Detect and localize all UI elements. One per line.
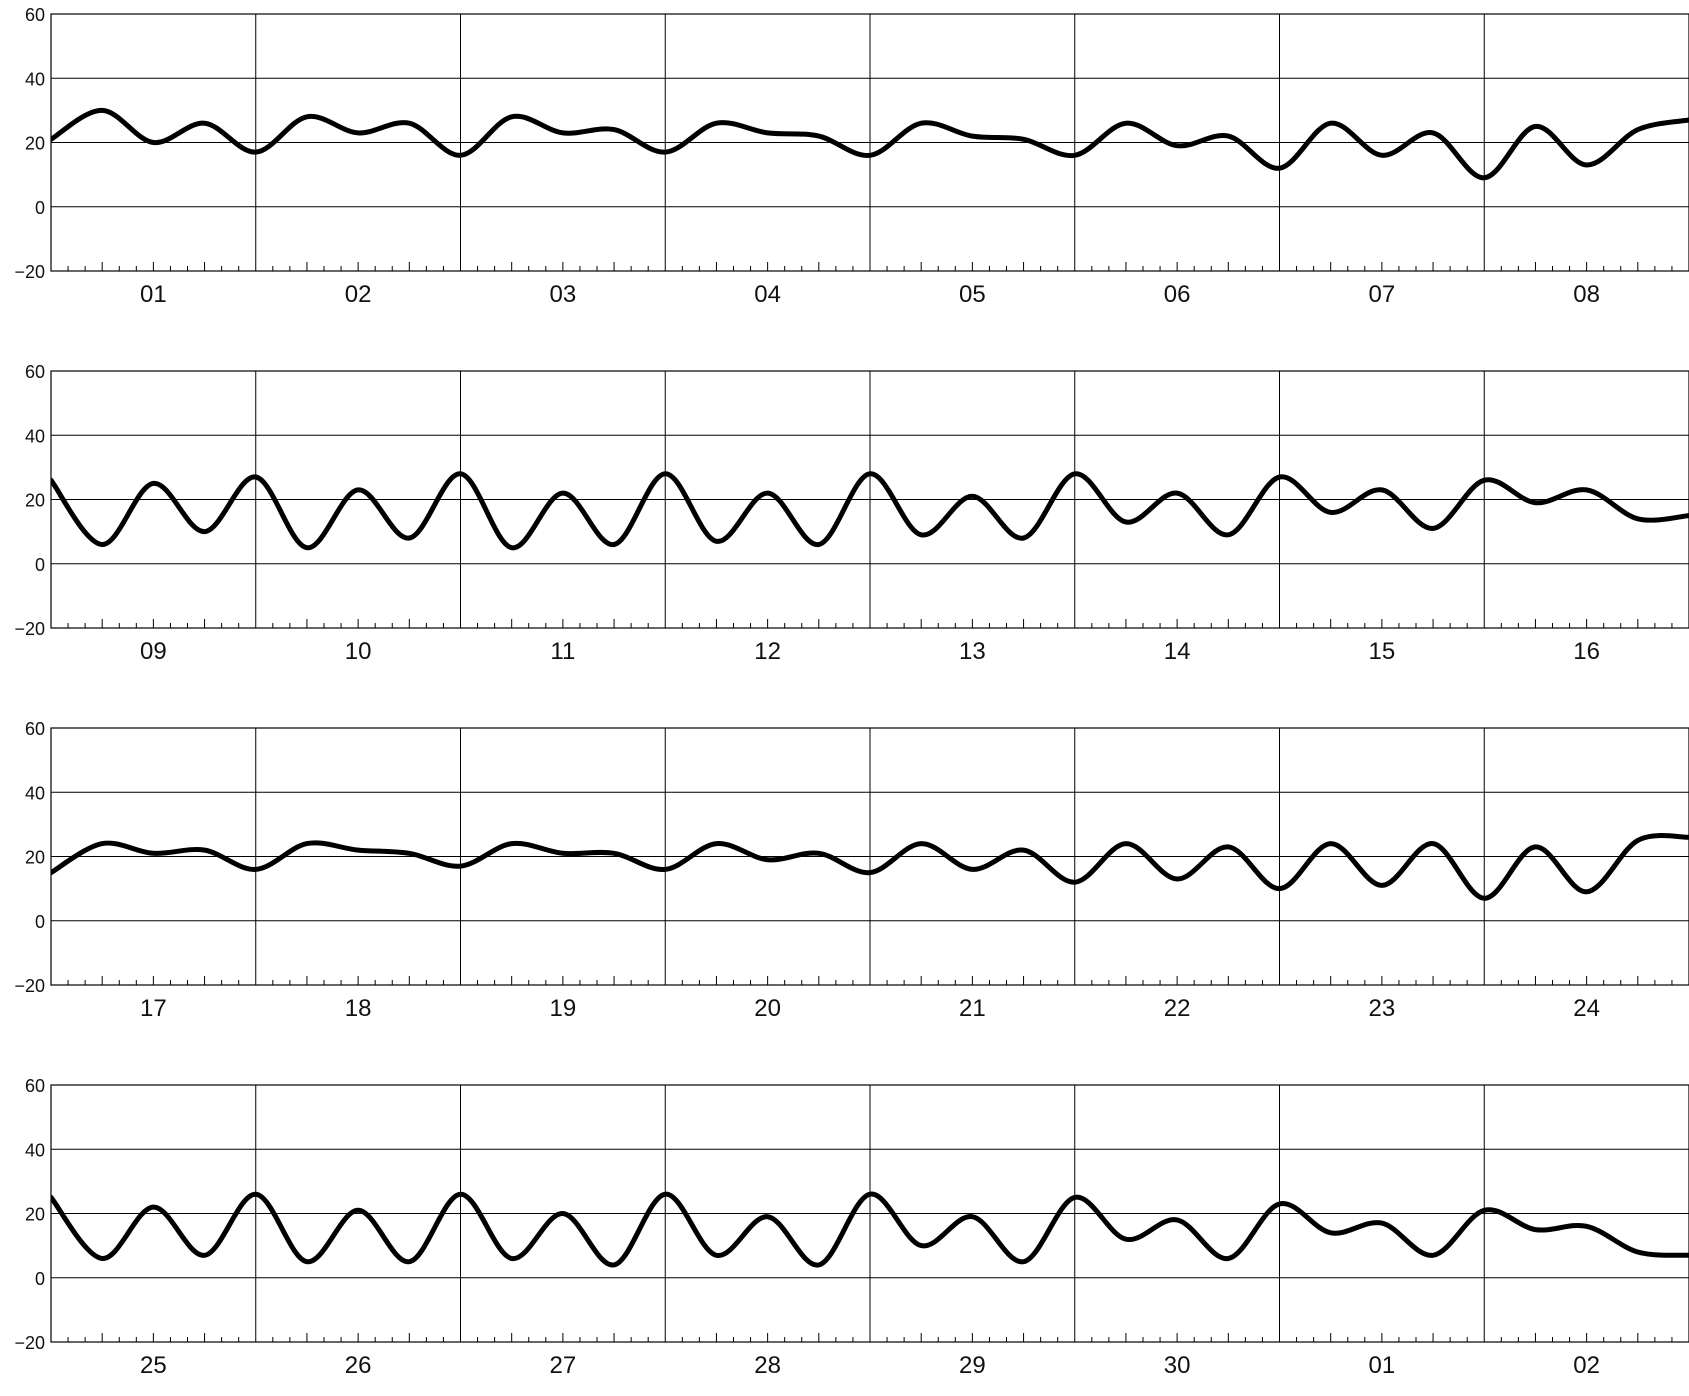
y-tick-label: 60: [25, 362, 45, 382]
day-label: 05: [959, 281, 986, 308]
day-label: 29: [959, 1352, 986, 1379]
day-label: 21: [959, 995, 986, 1022]
day-label: 04: [754, 281, 781, 308]
day-label: 01: [140, 281, 167, 308]
y-tick-label: −20: [14, 619, 45, 639]
tide-series-line: [51, 107, 1689, 181]
day-label: 26: [345, 1352, 372, 1379]
day-label: 10: [345, 638, 372, 665]
y-tick-label: 20: [25, 134, 45, 154]
day-label: 13: [959, 638, 986, 665]
tide-series-line: [51, 1191, 1689, 1268]
day-label: 24: [1573, 995, 1600, 1022]
day-label: 02: [345, 281, 372, 308]
day-label: 12: [754, 638, 781, 665]
day-label: 18: [345, 995, 372, 1022]
day-label: 09: [140, 638, 167, 665]
y-tick-label: 40: [25, 783, 45, 803]
day-label: 30: [1164, 1352, 1191, 1379]
day-label: 08: [1573, 281, 1600, 308]
y-tick-label: −20: [14, 262, 45, 282]
day-label: 02: [1573, 1352, 1600, 1379]
y-tick-label: 40: [25, 1140, 45, 1160]
day-label: 27: [550, 1352, 577, 1379]
y-tick-label: 60: [25, 719, 45, 739]
day-label: 17: [140, 995, 167, 1022]
y-tick-label: 0: [35, 198, 45, 218]
day-label: 15: [1369, 638, 1396, 665]
day-label: 06: [1164, 281, 1191, 308]
day-label: 20: [754, 995, 781, 1022]
day-label: 19: [550, 995, 577, 1022]
y-tick-label: 0: [35, 912, 45, 932]
chart-panel-4: −20 0 20 40 60 25 26 27 28 29 30 01 02: [14, 1076, 1689, 1379]
y-tick-label: 20: [25, 491, 45, 511]
y-tick-label: 20: [25, 1205, 45, 1225]
chart-panel-1: −20 0 20 40 60 01 02 03 04 05 06 07 08: [14, 5, 1689, 308]
day-label: 01: [1369, 1352, 1396, 1379]
y-tick-label: 40: [25, 426, 45, 446]
day-label: 14: [1164, 638, 1191, 665]
y-tick-label: 0: [35, 555, 45, 575]
y-tick-label: 60: [25, 1076, 45, 1096]
y-tick-label: −20: [14, 976, 45, 996]
tide-series-line: [51, 471, 1689, 551]
tide-series-line: [51, 833, 1689, 901]
y-tick-label: −20: [14, 1333, 45, 1353]
y-tick-label: 60: [25, 5, 45, 25]
chart-panel-2: −20 0 20 40 60 09 10 11 12 13 14 15 16: [14, 362, 1689, 665]
day-label: 11: [550, 638, 575, 665]
day-label: 23: [1369, 995, 1396, 1022]
y-tick-label: 0: [35, 1269, 45, 1289]
y-tick-label: 40: [25, 69, 45, 89]
day-label: 25: [140, 1352, 167, 1379]
chart-panel-3: −20 0 20 40 60 17 18 19 20 21 22 23 24: [14, 719, 1689, 1022]
day-label: 28: [754, 1352, 781, 1379]
day-label: 07: [1369, 281, 1396, 308]
day-label: 16: [1573, 638, 1600, 665]
day-label: 03: [550, 281, 577, 308]
y-tick-label: 20: [25, 848, 45, 868]
day-label: 22: [1164, 995, 1191, 1022]
